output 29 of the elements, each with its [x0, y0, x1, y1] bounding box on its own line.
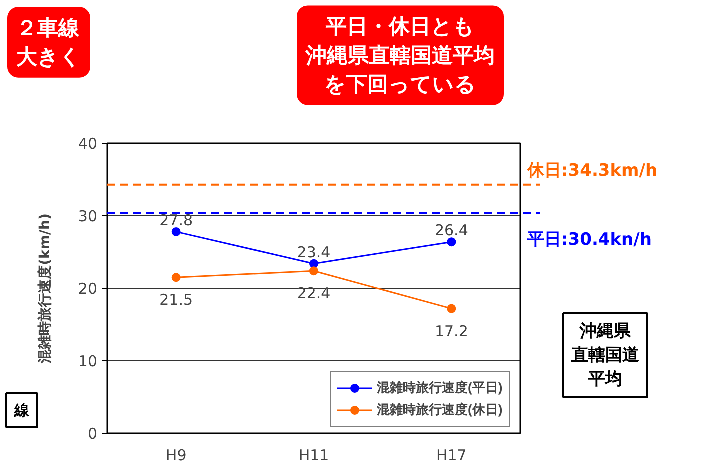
legend-label: 混雑時旅行速度(休日): [377, 401, 503, 419]
y-tick-label: 10: [78, 352, 98, 370]
y-axis-title: 混雑時旅行速度(km/h): [36, 214, 54, 364]
point: [310, 259, 318, 268]
data-label: 22.4: [297, 284, 331, 303]
point: [310, 266, 318, 276]
text: 沖縄県直轄国道平均: [570, 322, 640, 390]
data-label: 26.4: [434, 222, 468, 240]
ref-line-label: 平日:30.4kn/h: [526, 230, 652, 250]
x-tick-label: H11: [298, 446, 330, 464]
point: [447, 238, 456, 247]
data-label: 23.4: [297, 243, 331, 262]
point: [447, 304, 456, 314]
y-tick-label: 20: [78, 280, 98, 298]
text: ２車線大きく: [16, 16, 82, 69]
text: 平日・休日とも沖縄県直轄国道平均を下回っている: [305, 14, 495, 96]
legend-label: 混雑時旅行速度(平日): [377, 379, 503, 397]
y-tick-label: 0: [88, 425, 98, 443]
data-label: 27.8: [160, 211, 194, 230]
data-label: 17.2: [434, 322, 468, 340]
data-label: 21.5: [160, 291, 194, 310]
x-tick-label: H17: [436, 446, 467, 464]
y-tick-label: 30: [78, 208, 98, 226]
ref-line-label: 休日:34.3km/h: [526, 160, 658, 181]
point: [172, 227, 181, 236]
x-tick-label: H9: [166, 446, 187, 464]
point: [172, 273, 181, 282]
y-tick-label: 40: [78, 135, 98, 153]
text: 線: [14, 402, 30, 420]
